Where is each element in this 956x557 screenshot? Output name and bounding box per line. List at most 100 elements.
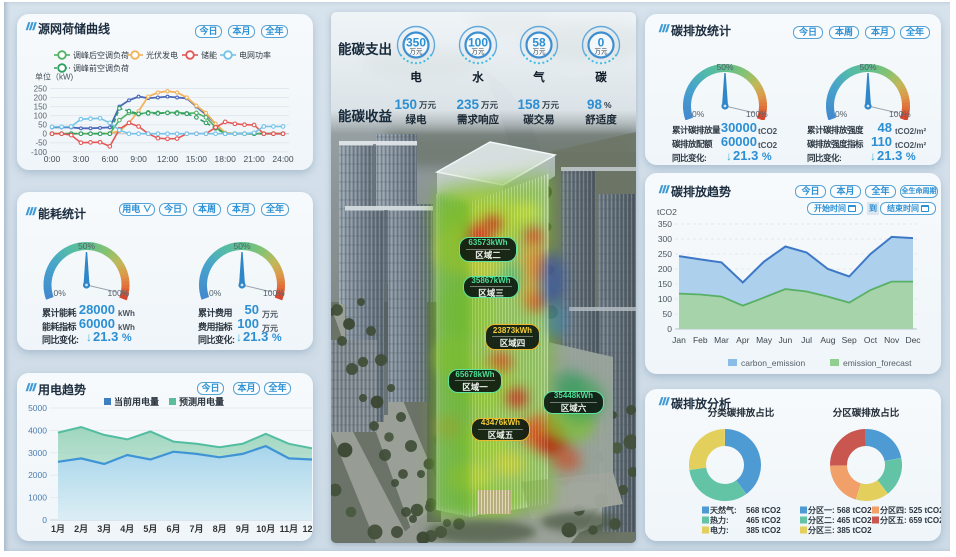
svg-text:15:00: 15:00 — [186, 154, 208, 164]
svg-text:舒适度: 舒适度 — [585, 113, 617, 126]
svg-text:Nov: Nov — [884, 335, 900, 345]
svg-text:单位（kW): 单位（kW) — [35, 72, 74, 82]
svg-text:150: 150 — [394, 97, 417, 112]
svg-text:100: 100 — [468, 36, 488, 50]
svg-text:6月: 6月 — [166, 524, 180, 534]
svg-text:50%: 50% — [78, 241, 95, 251]
svg-text:10月: 10月 — [256, 524, 275, 534]
svg-text:碳交易: 碳交易 — [523, 113, 555, 126]
svg-text:50%: 50% — [859, 62, 876, 72]
svg-text:需求响应: 需求响应 — [457, 113, 499, 126]
svg-text:250: 250 — [34, 85, 48, 94]
svg-text:Dec: Dec — [905, 335, 921, 345]
svg-text:150: 150 — [34, 103, 48, 112]
svg-text:0%: 0% — [835, 109, 848, 119]
svg-text:分区碳排放占比: 分区碳排放占比 — [833, 407, 900, 419]
svg-text:分类碳排放占比: 分类碳排放占比 — [708, 407, 775, 419]
svg-text:7月: 7月 — [189, 524, 203, 534]
svg-text:碳: 碳 — [595, 70, 607, 84]
svg-text:9月: 9月 — [236, 524, 250, 534]
svg-text:Jan: Jan — [672, 335, 686, 345]
svg-text:200: 200 — [34, 94, 48, 103]
svg-text:4000: 4000 — [28, 425, 47, 435]
svg-text:50: 50 — [663, 309, 673, 319]
svg-text:绿电: 绿电 — [406, 113, 427, 126]
svg-text:385 tCO2: 385 tCO2 — [746, 526, 781, 535]
svg-text:0%: 0% — [209, 288, 222, 298]
svg-text:分区一: 568 tCO2: 分区一: 568 tCO2 — [808, 505, 872, 515]
svg-text:Sep: Sep — [842, 335, 857, 345]
svg-text:0%: 0% — [54, 288, 67, 298]
svg-text:tCO2: tCO2 — [657, 209, 677, 217]
svg-text:11月: 11月 — [280, 524, 299, 534]
svg-text:-100: -100 — [31, 148, 48, 157]
svg-text:100: 100 — [34, 112, 48, 121]
svg-text:100%: 100% — [108, 288, 130, 298]
svg-text:电力:: 电力: — [710, 525, 729, 535]
svg-text:98: 98 — [587, 97, 603, 112]
svg-text:能碳支出: 能碳支出 — [338, 41, 392, 57]
svg-text:50%: 50% — [716, 62, 733, 72]
svg-text:May: May — [756, 335, 773, 345]
svg-text:2月: 2月 — [74, 524, 88, 534]
svg-text:235: 235 — [456, 97, 479, 112]
svg-text:568 tCO2: 568 tCO2 — [746, 506, 781, 515]
svg-text:0: 0 — [42, 515, 47, 525]
svg-text:万元: 万元 — [533, 48, 547, 56]
svg-text:调峰前空调负荷: 调峰前空调负荷 — [73, 63, 129, 73]
svg-text:3月: 3月 — [97, 524, 111, 534]
svg-text:Mar: Mar — [714, 335, 729, 345]
svg-text:100%: 100% — [746, 109, 768, 119]
svg-text:0%: 0% — [692, 109, 705, 119]
svg-text:5月: 5月 — [143, 524, 157, 534]
svg-text:能碳收益: 能碳收益 — [338, 108, 392, 124]
svg-text:300: 300 — [658, 234, 672, 244]
svg-text:350: 350 — [658, 219, 672, 229]
svg-text:气: 气 — [532, 70, 545, 84]
svg-text:50%: 50% — [233, 241, 250, 251]
svg-text:150: 150 — [658, 279, 672, 289]
svg-text:光伏发电: 光伏发电 — [146, 50, 178, 60]
svg-text:6:00: 6:00 — [102, 154, 119, 164]
svg-text:12月: 12月 — [302, 524, 313, 534]
svg-text:8月: 8月 — [213, 524, 227, 534]
svg-text:158: 158 — [517, 97, 540, 112]
svg-text:0: 0 — [43, 130, 48, 139]
svg-text:100%: 100% — [889, 109, 911, 119]
svg-text:Feb: Feb — [693, 335, 708, 345]
svg-text:carbon_emission: carbon_emission — [741, 358, 806, 368]
svg-text:4月: 4月 — [120, 524, 134, 534]
svg-text:58: 58 — [532, 36, 546, 50]
svg-text:0: 0 — [598, 36, 605, 50]
svg-text:21:00: 21:00 — [243, 154, 265, 164]
svg-text:5000: 5000 — [28, 403, 47, 413]
svg-text:天然气:: 天然气: — [710, 505, 737, 515]
svg-text:350: 350 — [406, 36, 426, 50]
svg-text:12:00: 12:00 — [157, 154, 179, 164]
svg-text:万元: 万元 — [480, 100, 499, 110]
svg-text:emission_forecast: emission_forecast — [843, 358, 912, 368]
svg-text:465 tCO2: 465 tCO2 — [746, 516, 781, 525]
svg-text:储能: 储能 — [201, 50, 217, 60]
svg-text:3000: 3000 — [28, 448, 47, 458]
svg-text:万元: 万元 — [595, 48, 609, 56]
svg-text:调峰后空调负荷: 调峰后空调负荷 — [73, 50, 129, 60]
svg-text:分区二: 465 tCO2: 分区二: 465 tCO2 — [808, 515, 872, 525]
svg-text:万元: 万元 — [541, 100, 560, 110]
svg-text:电: 电 — [410, 70, 422, 84]
svg-text:9:00: 9:00 — [130, 154, 147, 164]
svg-text:250: 250 — [658, 249, 672, 259]
svg-text:Apr: Apr — [736, 335, 749, 345]
svg-text:100%: 100% — [263, 288, 285, 298]
svg-text:万元: 万元 — [410, 48, 424, 56]
svg-text:2000: 2000 — [28, 470, 47, 480]
svg-text:水: 水 — [472, 70, 484, 84]
svg-text:Aug: Aug — [820, 335, 835, 345]
svg-text:Jun: Jun — [779, 335, 793, 345]
svg-text:分区三: 385 tCO2: 分区三: 385 tCO2 — [808, 525, 872, 535]
svg-text:分区五: 659 tCO2: 分区五: 659 tCO2 — [880, 515, 941, 525]
svg-text:100: 100 — [658, 294, 672, 304]
svg-text:1000: 1000 — [28, 493, 47, 503]
svg-text:0:00: 0:00 — [44, 154, 61, 164]
svg-text:Oct: Oct — [864, 335, 878, 345]
